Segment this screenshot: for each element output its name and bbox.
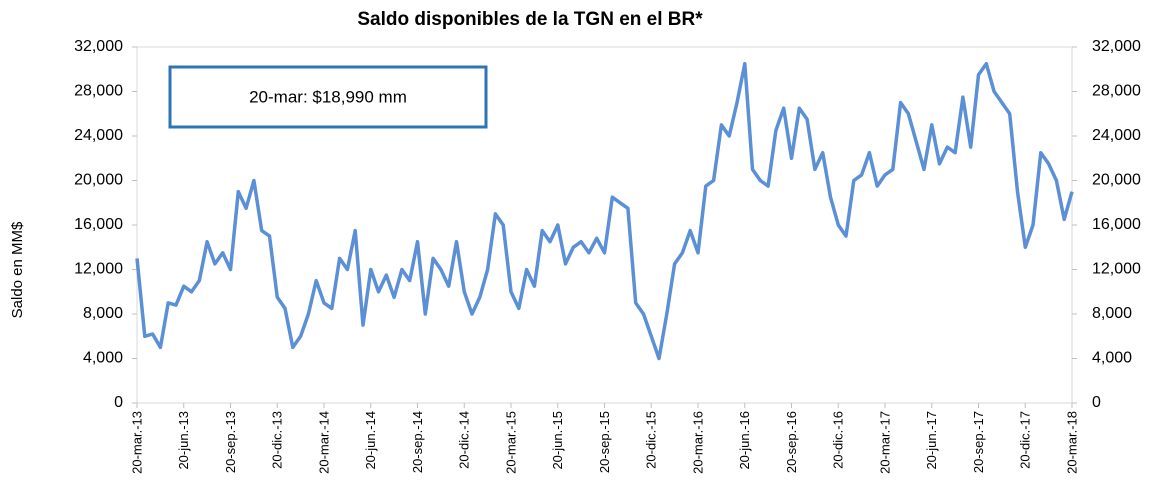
x-tick-label: 20-mar.-17 xyxy=(877,411,892,474)
y-tick-label: 32,000 xyxy=(74,38,123,55)
y2-tick-label: 24,000 xyxy=(1092,127,1141,144)
y2-tick-label: 20,000 xyxy=(1092,172,1141,189)
y2-tick-label: 28,000 xyxy=(1092,83,1141,100)
x-tick-label: 20-jun.-17 xyxy=(924,411,939,470)
x-tick-label: 20-dic.-15 xyxy=(644,411,659,469)
chart-title: Saldo disponibles de la TGN en el BR* xyxy=(357,9,703,30)
x-tick-label: 20-dic.-13 xyxy=(270,411,285,469)
annotation: 20-mar: $18,990 mm xyxy=(249,87,407,106)
y-tick-label: 16,000 xyxy=(74,216,123,233)
x-tick-label: 20-sep.-15 xyxy=(597,411,612,473)
x-tick-label: 20-sep.-17 xyxy=(971,411,986,473)
x-tick-label: 20-sep.-14 xyxy=(410,411,425,473)
x-tick-label: 20-dic.-14 xyxy=(457,411,472,469)
y-tick-label: 24,000 xyxy=(74,127,123,144)
x-tick-label: 20-jun.-13 xyxy=(176,411,191,470)
x-tick-label: 20-mar.-18 xyxy=(1064,411,1079,474)
y-tick-label: 20,000 xyxy=(74,172,123,189)
y-axis-label: Saldo en MM$ xyxy=(9,221,26,318)
x-tick-label: 20-dic.-16 xyxy=(831,411,846,469)
x-tick-label: 20-jun.-14 xyxy=(363,411,378,470)
x-tick-label: 20-mar.-14 xyxy=(316,411,331,474)
x-tick-label: 20-sep.-13 xyxy=(223,411,238,473)
x-tick-label: 20-jun.-15 xyxy=(550,411,565,470)
x-tick-label: 20-jun.-16 xyxy=(737,411,752,470)
x-tick-label: 20-mar.-16 xyxy=(690,411,705,474)
y2-tick-label: 8,000 xyxy=(1092,305,1132,322)
y-tick-label: 4,000 xyxy=(83,350,123,367)
y2-tick-label: 12,000 xyxy=(1092,261,1141,278)
y2-tick-label: 4,000 xyxy=(1092,350,1132,367)
y-tick-label: 8,000 xyxy=(83,305,123,322)
x-tick-label: 20-mar.-13 xyxy=(129,411,144,474)
y2-tick-label: 16,000 xyxy=(1092,216,1141,233)
annotation-box xyxy=(168,65,488,129)
y-tick-label: 0 xyxy=(114,394,123,411)
y-tick-label: 28,000 xyxy=(74,83,123,100)
x-tick-label: 20-sep.-16 xyxy=(784,411,799,473)
data-line xyxy=(135,61,1074,361)
x-tick-label: 20-dic.-17 xyxy=(1018,411,1033,469)
y-tick-label: 12,000 xyxy=(74,261,123,278)
x-tick-label: 20-mar.-15 xyxy=(503,411,518,474)
y2-tick-label: 0 xyxy=(1092,394,1101,411)
y2-tick-label: 32,000 xyxy=(1092,38,1141,55)
